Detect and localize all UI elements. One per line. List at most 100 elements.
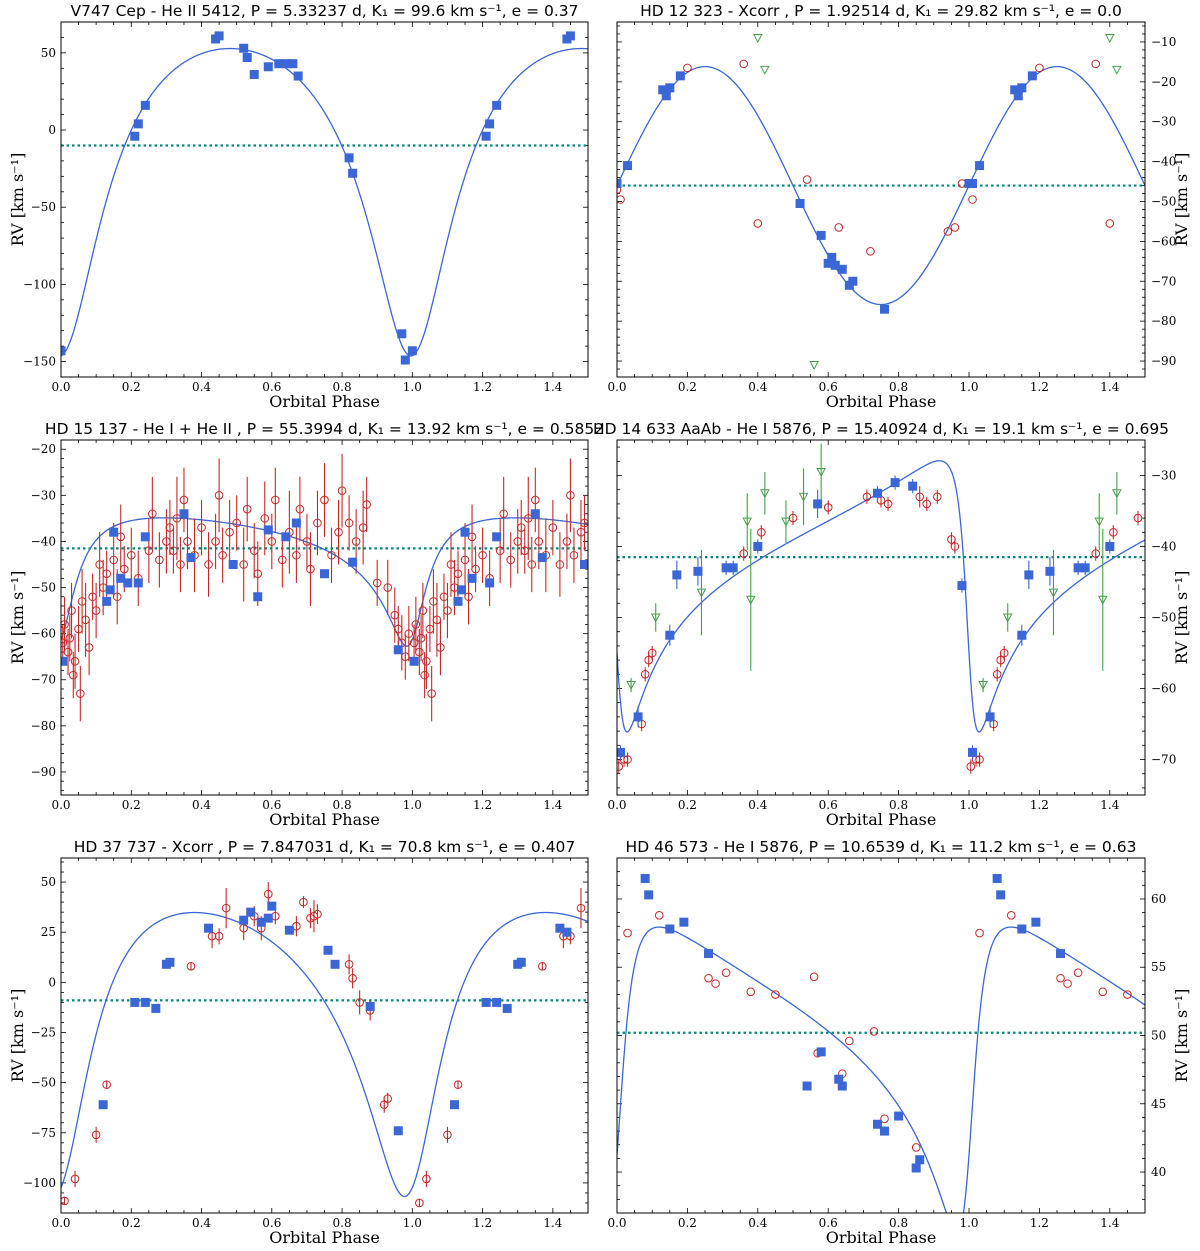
rv-point-secondary — [313, 518, 322, 528]
rv-point-primary — [827, 252, 837, 262]
y-tick-label: 50 — [1151, 1029, 1166, 1043]
rv-point-secondary — [119, 564, 129, 574]
x-tick-label: 0.4 — [192, 798, 211, 812]
y-tick-label: −50 — [31, 581, 56, 595]
rv-point-primary — [239, 43, 249, 53]
rv-point-tertiary — [781, 517, 791, 527]
x-tick-label: 0.8 — [889, 1216, 908, 1230]
x-tick-label: 1.0 — [403, 798, 422, 812]
rv-point-primary — [481, 997, 491, 1007]
rv-point-primary — [393, 1126, 403, 1136]
y-tick-label: −80 — [31, 719, 56, 733]
rv-point-secondary — [1035, 63, 1044, 73]
y-tick-label: −50 — [31, 1076, 56, 1090]
rv-point-tertiary — [1048, 588, 1059, 598]
x-tick-label: 0.8 — [889, 798, 908, 812]
rv-point-secondary — [834, 223, 844, 232]
rv-point-primary — [1056, 949, 1066, 959]
rv-point-primary — [565, 31, 575, 41]
y-tick-label: −90 — [31, 765, 56, 779]
rv-point-primary — [263, 62, 273, 72]
rv-point-secondary — [933, 492, 942, 502]
x-tick-label: 1.4 — [543, 380, 562, 394]
rv-point-primary — [365, 1001, 375, 1011]
rv-point-primary — [890, 478, 900, 488]
rv-point-secondary — [337, 486, 347, 496]
x-tick-label: 1.4 — [1100, 1216, 1119, 1230]
rv-point-secondary — [91, 1130, 101, 1140]
rv-point-secondary — [263, 889, 273, 899]
panel-hd46573: HD 46 573 - He I 5876, P = 10.6539 d, K₁… — [607, 838, 1191, 1247]
rv-point-secondary — [63, 647, 73, 657]
rv-point-secondary — [721, 968, 731, 977]
y-tick-label: −25 — [31, 1025, 56, 1039]
rv-point-secondary — [1006, 911, 1016, 920]
rv-point-primary — [502, 1003, 512, 1013]
rv-point-secondary — [313, 909, 322, 919]
rv-point-primary — [915, 1155, 925, 1165]
panel-title: HD 46 573 - He I 5876, P = 10.6539 d, K₁… — [626, 838, 1137, 856]
rv-point-primary — [288, 59, 298, 69]
rv-point-secondary — [866, 247, 875, 256]
rv-point-primary — [640, 873, 650, 883]
rv-point-secondary — [295, 504, 305, 514]
rv-point-secondary — [443, 606, 452, 615]
rv-point-secondary — [76, 689, 85, 698]
rv-point-secondary — [950, 223, 960, 232]
y-tick-label: −75 — [31, 1126, 56, 1140]
rv-point-primary — [256, 917, 266, 927]
rv-point-primary — [816, 1047, 826, 1057]
y-tick-label: −20 — [31, 442, 56, 456]
rv-point-secondary — [292, 550, 301, 560]
rv-point-primary — [1027, 71, 1037, 81]
rv-point-secondary — [538, 962, 547, 971]
rv-point-primary — [894, 1111, 904, 1121]
rv-point-secondary — [739, 59, 749, 69]
panel-title: HD 37 737 - Xcorr , P = 7.847031 d, K₁ =… — [74, 838, 576, 856]
rv-point-primary — [105, 585, 115, 595]
rv-point-secondary — [1109, 528, 1118, 537]
rv-point-tertiary — [1094, 517, 1105, 527]
rv-point-primary — [130, 997, 140, 1007]
x-tick-label: 0.4 — [748, 380, 767, 394]
x-tick-label: 0.6 — [262, 798, 281, 812]
rv-point-tertiary — [626, 680, 636, 691]
rv-point-tertiary — [809, 361, 819, 371]
x-tick-label: 0.8 — [333, 1216, 352, 1230]
rv-point-secondary — [809, 972, 819, 982]
rv-point-secondary — [950, 542, 960, 551]
x-axis-label: Orbital Phase — [269, 1228, 380, 1247]
rv-point-secondary — [562, 537, 572, 546]
rv-point-secondary — [576, 903, 586, 913]
rv-point-primary — [140, 997, 150, 1007]
rv-point-secondary — [711, 979, 720, 988]
rv-point-primary — [830, 260, 840, 270]
rv-point-primary — [623, 161, 633, 171]
rv-point-secondary — [471, 564, 480, 574]
rv-point-primary — [1010, 85, 1020, 95]
rv-point-primary — [140, 532, 150, 542]
rv-point-primary — [330, 959, 340, 969]
panel-frame — [60, 857, 589, 1214]
y-tick-label: −70 — [1151, 274, 1176, 288]
rv-point-secondary — [460, 555, 470, 565]
y-tick-label: −30 — [31, 488, 56, 502]
x-tick-label: 1.2 — [1030, 798, 1049, 812]
rv-point-secondary — [527, 560, 537, 569]
rv-point-secondary — [65, 633, 75, 643]
x-tick-label: 1.0 — [959, 1216, 978, 1230]
rv-point-primary — [704, 949, 714, 959]
rv-point-primary — [617, 747, 626, 757]
rv-point-secondary — [464, 592, 473, 602]
rv-point-tertiary — [752, 33, 763, 44]
rv-point-secondary — [344, 518, 354, 528]
rv-point-primary — [992, 873, 1002, 883]
x-tick-label: 0.4 — [192, 1216, 211, 1230]
rv-point-secondary — [880, 1114, 889, 1124]
rv-point-secondary — [116, 532, 126, 542]
rv-point-secondary — [344, 959, 354, 969]
rv-point-tertiary — [760, 489, 770, 499]
y-axis-label: RV [km s⁻¹] — [8, 571, 27, 665]
x-axis-label: Orbital Phase — [269, 392, 380, 411]
rv-point-primary — [133, 119, 143, 129]
